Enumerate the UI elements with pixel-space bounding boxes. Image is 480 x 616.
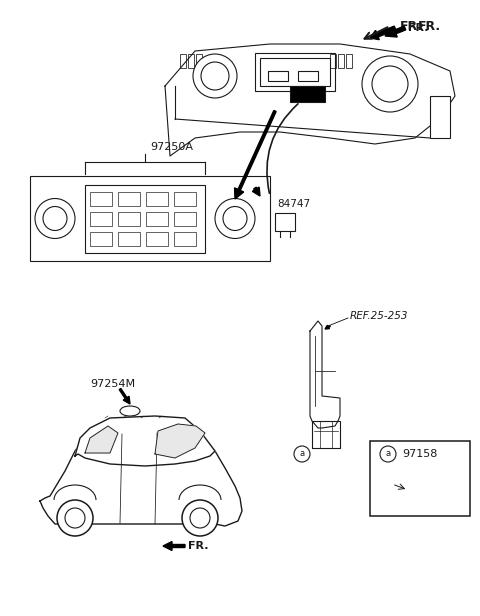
FancyArrow shape	[119, 389, 130, 404]
Text: a: a	[385, 450, 391, 458]
Polygon shape	[155, 424, 205, 458]
Circle shape	[43, 206, 67, 230]
Polygon shape	[165, 44, 455, 156]
FancyArrow shape	[325, 325, 330, 329]
Circle shape	[294, 446, 310, 462]
Bar	[255, 53, 335, 91]
Bar	[85, 185, 205, 253]
Bar	[118, 232, 140, 246]
Text: 97250A: 97250A	[150, 142, 193, 152]
Circle shape	[65, 508, 85, 528]
Text: FR.: FR.	[400, 20, 423, 33]
Bar	[146, 212, 168, 226]
Bar	[174, 212, 196, 226]
Polygon shape	[40, 433, 242, 526]
Circle shape	[362, 56, 418, 112]
Circle shape	[223, 206, 247, 230]
Polygon shape	[310, 321, 340, 428]
Bar	[174, 232, 196, 246]
Bar	[174, 192, 196, 206]
Bar	[30, 176, 270, 261]
Circle shape	[193, 54, 237, 98]
FancyArrow shape	[163, 541, 185, 551]
Bar	[188, 54, 194, 68]
Text: a: a	[300, 450, 305, 458]
Circle shape	[182, 500, 218, 536]
Bar	[346, 54, 352, 68]
Bar	[268, 71, 288, 81]
Text: 97158: 97158	[402, 449, 437, 459]
Bar	[146, 232, 168, 246]
Circle shape	[201, 62, 229, 90]
Circle shape	[215, 198, 255, 238]
Bar	[90, 212, 112, 226]
Text: FR.: FR.	[188, 541, 208, 551]
Bar	[180, 54, 186, 68]
Text: FR.: FR.	[408, 23, 429, 33]
Bar	[330, 54, 336, 68]
Text: REF.25-253: REF.25-253	[350, 311, 408, 321]
Polygon shape	[312, 421, 340, 448]
Bar	[385, 476, 415, 498]
Bar	[196, 54, 202, 68]
Polygon shape	[75, 416, 215, 466]
Circle shape	[190, 508, 210, 528]
Bar	[275, 213, 295, 231]
Circle shape	[372, 66, 408, 102]
Bar	[430, 96, 450, 138]
Ellipse shape	[120, 406, 140, 416]
Polygon shape	[85, 426, 118, 453]
FancyArrow shape	[385, 26, 406, 37]
Bar	[118, 192, 140, 206]
Circle shape	[57, 500, 93, 536]
Bar	[90, 192, 112, 206]
Bar	[338, 54, 344, 68]
Circle shape	[35, 198, 75, 238]
Text: 97254M: 97254M	[90, 379, 135, 389]
Bar	[118, 212, 140, 226]
Bar	[298, 71, 318, 81]
Bar	[370, 441, 470, 516]
Bar	[146, 192, 168, 206]
Bar	[260, 58, 330, 86]
Bar	[290, 86, 325, 102]
Text: 84747: 84747	[277, 199, 310, 209]
FancyArrow shape	[235, 110, 276, 199]
Circle shape	[380, 446, 396, 462]
FancyArrow shape	[370, 26, 396, 39]
Bar	[90, 232, 112, 246]
Text: FR.: FR.	[418, 20, 441, 33]
FancyArrow shape	[252, 187, 260, 196]
